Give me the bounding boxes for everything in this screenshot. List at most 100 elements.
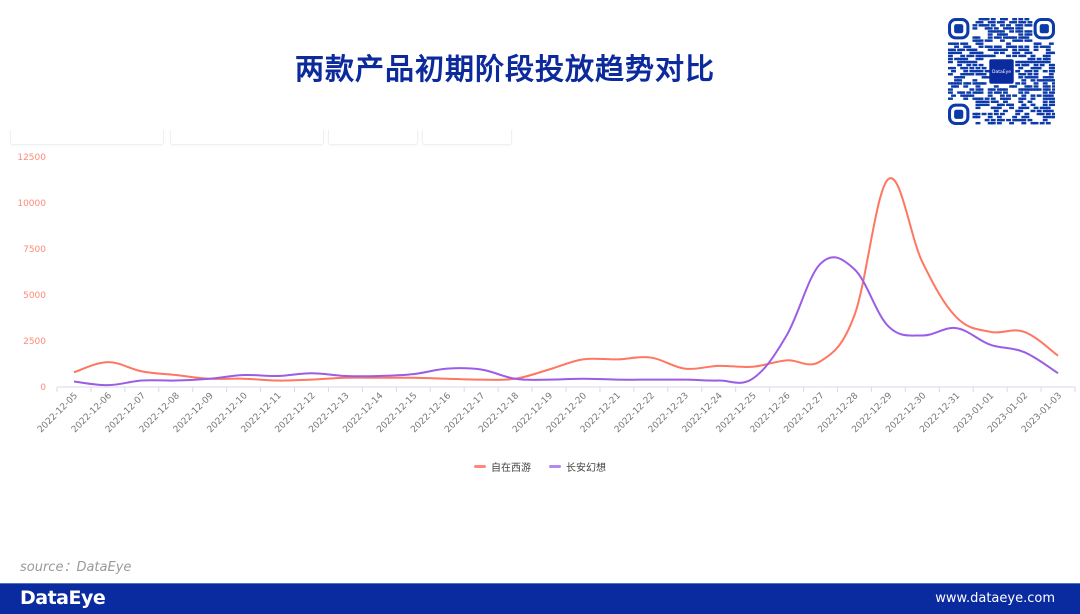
qr-module (1018, 30, 1023, 32)
qr-module (957, 52, 962, 54)
legend-swatch (474, 465, 486, 468)
qr-module (985, 24, 990, 26)
qr-module (988, 36, 993, 38)
qr-module (1024, 113, 1029, 115)
qr-module (1046, 88, 1051, 90)
qr-module (1000, 24, 1005, 26)
legend-item-series-2[interactable]: 长安幻想 (549, 459, 606, 474)
qr-module (976, 122, 981, 124)
qr-module (1018, 46, 1023, 48)
qr-module (1034, 70, 1039, 72)
qr-module (1040, 113, 1045, 115)
qr-module (1027, 52, 1032, 54)
qr-module (985, 18, 990, 20)
footer-url[interactable]: www.dataeye.com (935, 591, 1055, 606)
qr-module (1052, 85, 1055, 87)
qr-module (972, 64, 977, 66)
qr-module (1006, 97, 1011, 99)
qr-module (979, 64, 984, 66)
qr-code: DataEye (948, 18, 1055, 125)
qr-module (994, 101, 999, 103)
qr-module (1000, 30, 1005, 32)
qr-module (1052, 64, 1055, 66)
qr-module (997, 116, 1002, 118)
qr-module (985, 104, 990, 106)
qr-module (1021, 94, 1026, 96)
qr-module (976, 107, 981, 109)
qr-module (979, 58, 984, 60)
qr-module (991, 24, 996, 26)
qr-module (1009, 30, 1014, 32)
qr-module (1046, 61, 1051, 63)
qr-module (1052, 116, 1055, 118)
qr-module (1018, 101, 1023, 103)
qr-module (972, 79, 977, 81)
qr-center-logo-text: DataEye (992, 69, 1011, 75)
qr-module (1003, 49, 1008, 51)
qr-module (1027, 21, 1032, 23)
qr-module (979, 21, 984, 23)
legend-label: 长安幻想 (566, 459, 606, 474)
qr-module (979, 70, 984, 72)
qr-module (1046, 122, 1051, 124)
qr-module (979, 46, 984, 48)
qr-module (979, 91, 984, 93)
qr-module (1049, 76, 1054, 78)
y-tick-label: 2500 (23, 337, 46, 347)
qr-module (1021, 21, 1026, 23)
qr-module (1012, 55, 1017, 57)
qr-module (1012, 49, 1017, 51)
qr-module (988, 39, 993, 41)
legend-label: 自在西游 (491, 459, 531, 474)
qr-module (1024, 116, 1029, 118)
qr-module (976, 116, 981, 118)
qr-module (1021, 79, 1026, 81)
qr-module (979, 39, 984, 41)
qr-module (1021, 55, 1026, 57)
qr-module (1003, 110, 1008, 112)
qr-module (1012, 18, 1017, 20)
qr-module (1018, 91, 1023, 93)
qr-module (991, 88, 996, 90)
qr-module (963, 58, 968, 60)
qr-module (1000, 94, 1005, 96)
qr-module (1018, 110, 1023, 112)
qr-module (1018, 27, 1023, 29)
qr-module (1021, 97, 1026, 99)
qr-module (1015, 64, 1020, 66)
qr-module (1034, 76, 1039, 78)
qr-module (1000, 52, 1005, 54)
qr-module (1018, 76, 1023, 78)
qr-module (1000, 21, 1005, 23)
qr-module (1049, 73, 1054, 75)
series-line-1 (74, 178, 1058, 380)
qr-module (1015, 70, 1020, 72)
qr-module (1040, 64, 1045, 66)
qr-module (1031, 97, 1036, 99)
qr-module (1012, 116, 1017, 118)
qr-module (1046, 85, 1051, 87)
qr-module (1037, 42, 1042, 44)
qr-module (997, 36, 1002, 38)
qr-module (1024, 107, 1029, 109)
qr-module (948, 55, 953, 57)
qr-module (1012, 85, 1017, 87)
series-line-2 (74, 257, 1058, 385)
qr-module (997, 107, 1002, 109)
qr-module (1034, 122, 1039, 124)
qr-module (1052, 82, 1055, 84)
qr-module (1024, 36, 1029, 38)
qr-module (985, 119, 990, 121)
qr-module (1015, 82, 1020, 84)
legend-item-series-1[interactable]: 自在西游 (474, 459, 531, 474)
qr-module (1031, 110, 1036, 112)
qr-module (979, 88, 984, 90)
qr-module (985, 70, 990, 72)
qr-module (1052, 52, 1055, 54)
qr-module (997, 46, 1002, 48)
qr-module (982, 73, 987, 75)
qr-module (948, 61, 953, 63)
footer-bar: DataEye www.dataeye.com (0, 583, 1080, 614)
qr-module (1037, 94, 1042, 96)
qr-module (966, 46, 971, 48)
